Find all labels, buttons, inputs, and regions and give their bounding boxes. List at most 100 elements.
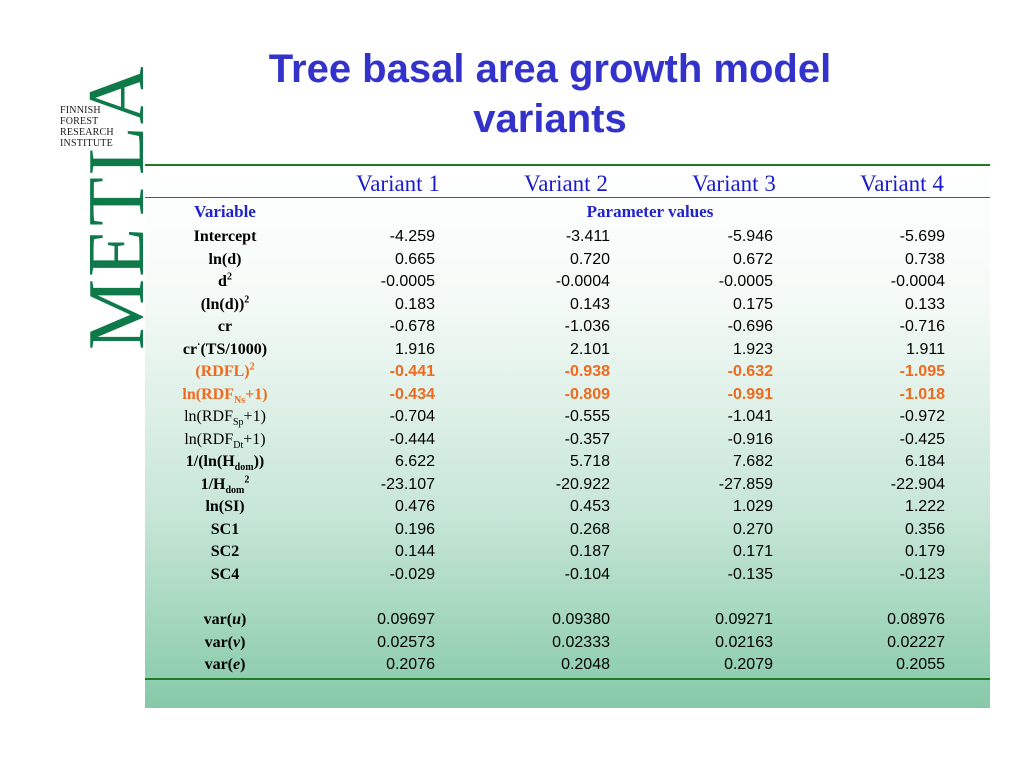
row-label-text: ln(d) xyxy=(208,250,242,268)
row-label-sup: 2 xyxy=(249,361,255,373)
cell-variant-4: -1.095 xyxy=(899,363,945,380)
cell-variant-3: 1.029 xyxy=(732,498,773,515)
row-label: cr·(TS/1000) xyxy=(145,339,305,361)
row-label-text: cr xyxy=(182,340,198,358)
cell-variant-1: -23.107 xyxy=(380,475,435,493)
cell-variant-3: 1.923 xyxy=(732,340,773,358)
row-label-text: var( xyxy=(204,633,233,651)
table-row: ln(RDFDt+1) -0.444 -0.357 -0.916 -0.425 xyxy=(145,429,990,452)
cell-variant-3: -27.859 xyxy=(718,475,773,493)
row-label: (ln(d))2 xyxy=(145,294,305,316)
cell-variant-4: 6.184 xyxy=(904,453,945,470)
row-label: SC2 xyxy=(145,541,305,563)
row-label-text: cr xyxy=(217,318,233,335)
column-header-variant-2: Variant 2 xyxy=(524,171,608,196)
row-label-text: SC2 xyxy=(210,543,240,560)
row-label-sub: Dt xyxy=(233,439,244,451)
row-label-text: 1/H xyxy=(200,475,226,493)
row-label-sub: dom xyxy=(225,484,245,496)
cell-variant-2: 0.02333 xyxy=(552,633,610,651)
row-label-text: (ln(d)) xyxy=(200,295,245,313)
table-row: (ln(d))2 0.183 0.143 0.175 0.133 xyxy=(145,294,990,317)
row-label: d2 xyxy=(145,271,305,293)
row-label-text: +1) xyxy=(243,430,266,448)
table-bottom-rule xyxy=(145,678,990,680)
row-label-text: ln(RDF xyxy=(184,430,234,448)
cell-variant-2: 0.720 xyxy=(569,250,610,268)
cell-variant-1: 0.665 xyxy=(394,250,435,268)
cell-variant-2: -0.809 xyxy=(564,385,610,403)
cell-variant-2: 0.143 xyxy=(569,295,610,313)
parameter-table-body: Intercept -4.259 -3.411 -5.946 -5.699 ln(d) 0.… xyxy=(145,226,990,677)
table-row: SC1 0.196 0.268 0.270 0.356 xyxy=(145,519,990,542)
row-label: Intercept xyxy=(145,226,305,248)
cell-variant-2: -0.357 xyxy=(564,430,610,448)
cell-variant-3: -0.632 xyxy=(727,363,773,380)
cell-variant-1: -0.444 xyxy=(389,430,435,448)
row-label-text: +1) xyxy=(245,385,268,403)
row-label-text: ln(RDF xyxy=(184,408,233,425)
cell-variant-1: 0.09697 xyxy=(377,611,435,628)
row-label: (RDFL)2 xyxy=(145,361,305,383)
cell-variant-1: -0.441 xyxy=(389,363,435,380)
row-label-text: ) xyxy=(241,611,247,628)
cell-variant-2: -3.411 xyxy=(565,228,610,245)
row-label: SC1 xyxy=(145,519,305,541)
cell-variant-1: -0.0005 xyxy=(380,273,435,290)
cell-variant-3: 0.672 xyxy=(732,250,773,268)
institute-line-4: INSTITUTE xyxy=(60,138,113,149)
cell-variant-2: 0.2048 xyxy=(561,656,610,673)
cell-variant-2: 0.268 xyxy=(569,520,610,538)
row-label: ln(RDFNs+1) xyxy=(145,384,305,406)
row-label-italic: v xyxy=(233,633,241,651)
table-header-rule xyxy=(145,197,990,198)
cell-variant-2: -1.036 xyxy=(564,318,610,335)
cell-variant-1: 0.144 xyxy=(394,543,435,560)
cell-variant-3: 0.02163 xyxy=(715,633,773,651)
cell-variant-3: 7.682 xyxy=(732,453,773,470)
cell-variant-4: 0.2055 xyxy=(896,656,945,673)
cell-variant-4: -0.425 xyxy=(899,430,945,448)
row-label: 1/(ln(Hdom)) xyxy=(145,451,305,473)
table-row: 1/Hdom2 -23.107 -20.922 -27.859 -22.904 xyxy=(145,474,990,497)
row-label-text: ) xyxy=(240,656,246,673)
table-row: (RDFL)2 -0.441 -0.938 -0.632 -1.095 xyxy=(145,361,990,384)
row-label: ln(RDFSp+1) xyxy=(145,406,305,428)
table-row: ln(SI) 0.476 0.453 1.029 1.222 xyxy=(145,496,990,519)
row-label-sub: Sp xyxy=(232,417,244,429)
cell-variant-4: -5.699 xyxy=(899,228,945,245)
variance-row: var(v) 0.02573 0.02333 0.02163 0.02227 xyxy=(145,632,990,655)
cell-variant-2: -0.0004 xyxy=(555,273,610,290)
row-label-text: (RDFL) xyxy=(195,363,250,380)
cell-variant-2: 0.187 xyxy=(569,543,610,560)
column-header-variant-1: Variant 1 xyxy=(356,171,440,196)
row-label-text: var( xyxy=(204,656,233,673)
cell-variant-3: -0.991 xyxy=(727,385,773,403)
row-label-sup: · xyxy=(197,339,201,351)
table-row: ln(RDFSp+1) -0.704 -0.555 -1.041 -0.972 xyxy=(145,406,990,429)
table-row: ln(RDFNs+1) -0.434 -0.809 -0.991 -1.018 xyxy=(145,384,990,407)
cell-variant-3: 0.270 xyxy=(732,520,773,538)
cell-variant-4: -0.716 xyxy=(899,318,945,335)
row-label-sub: Ns xyxy=(233,394,246,406)
row-label-text: var( xyxy=(203,611,233,628)
cell-variant-3: 0.171 xyxy=(732,543,773,560)
row-label-text: 1/(ln(H xyxy=(185,453,235,470)
row-label-text: ln(RDF xyxy=(182,385,234,403)
cell-variant-4: 1.222 xyxy=(904,498,945,515)
cell-variant-3: 0.175 xyxy=(732,295,773,313)
row-label-text: Intercept xyxy=(193,228,257,245)
row-label-text: ln(SI) xyxy=(205,498,245,515)
slide-title: Tree basal area growth model variants xyxy=(268,47,832,141)
cell-variant-2: -0.104 xyxy=(564,565,610,583)
cell-variant-1: -4.259 xyxy=(389,228,435,245)
row-label-text: )) xyxy=(253,453,265,470)
cell-variant-3: 0.09271 xyxy=(715,611,773,628)
metla-logo: METLA xyxy=(73,64,161,350)
cell-variant-2: 2.101 xyxy=(569,340,610,358)
cell-variant-4: 0.133 xyxy=(904,295,945,313)
parameter-values-subheader: Parameter values xyxy=(586,202,714,221)
cell-variant-1: -0.704 xyxy=(389,408,435,425)
cell-variant-4: 1.911 xyxy=(906,340,945,358)
institute-name: FINNISH FOREST RESEARCH INSTITUTE xyxy=(60,105,130,149)
